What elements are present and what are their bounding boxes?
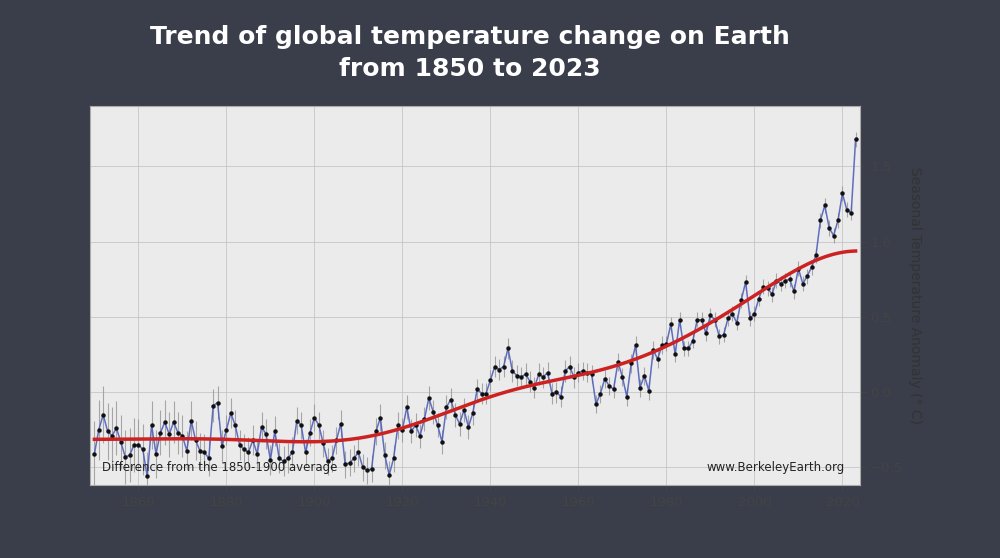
Y-axis label: Seasonal Temperature Anomaly (° C): Seasonal Temperature Anomaly (° C) bbox=[908, 167, 922, 424]
Text: Difference from the 1850-1900 average: Difference from the 1850-1900 average bbox=[102, 461, 337, 474]
Text: Trend of global temperature change on Earth
from 1850 to 2023: Trend of global temperature change on Ea… bbox=[150, 25, 790, 81]
Text: www.BerkeleyEarth.org: www.BerkeleyEarth.org bbox=[706, 461, 845, 474]
